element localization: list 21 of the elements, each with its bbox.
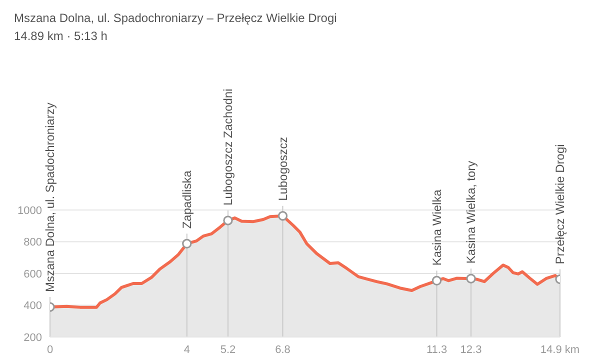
x-tick-label: 11.3	[426, 344, 448, 356]
ref-line-label: Lubogoszcz Zachodni	[220, 88, 235, 206]
chart-title: Mszana Dolna, ul. Spadochroniarzy – Przełęcz Wielkie Drogi	[14, 11, 337, 25]
ref-line-label: Kasina Wielka	[430, 189, 444, 266]
x-tick-label: 12.3	[460, 344, 482, 356]
y-tick-label: 800	[24, 236, 42, 249]
ref-line-label: Lubogoszcz	[276, 136, 290, 201]
ref-line-label: Kasina Wielka, tory	[464, 160, 478, 264]
y-tick-label: 400	[24, 300, 42, 312]
ref-line-label: Przełęcz Wielkie Drogi	[553, 144, 567, 264]
ref-line-label: Zapadliska	[180, 170, 194, 229]
x-tick-label: 4	[184, 344, 190, 356]
x-tick-label: 6.8	[275, 344, 290, 356]
x-tick-label: 14.9 km	[540, 344, 580, 356]
y-tick-label: 600	[24, 268, 42, 280]
ref-line-label: Mszana Dolna, ul. Spadochroniarzy	[43, 102, 57, 292]
y-tick-label: 200	[24, 332, 42, 344]
x-tick-label: 5.2	[220, 344, 236, 356]
x-tick-label: 0	[46, 344, 54, 356]
y-tick-label: 1000	[18, 204, 42, 217]
chart-subtitle: 14.89 km · 5:13 h	[14, 29, 108, 43]
